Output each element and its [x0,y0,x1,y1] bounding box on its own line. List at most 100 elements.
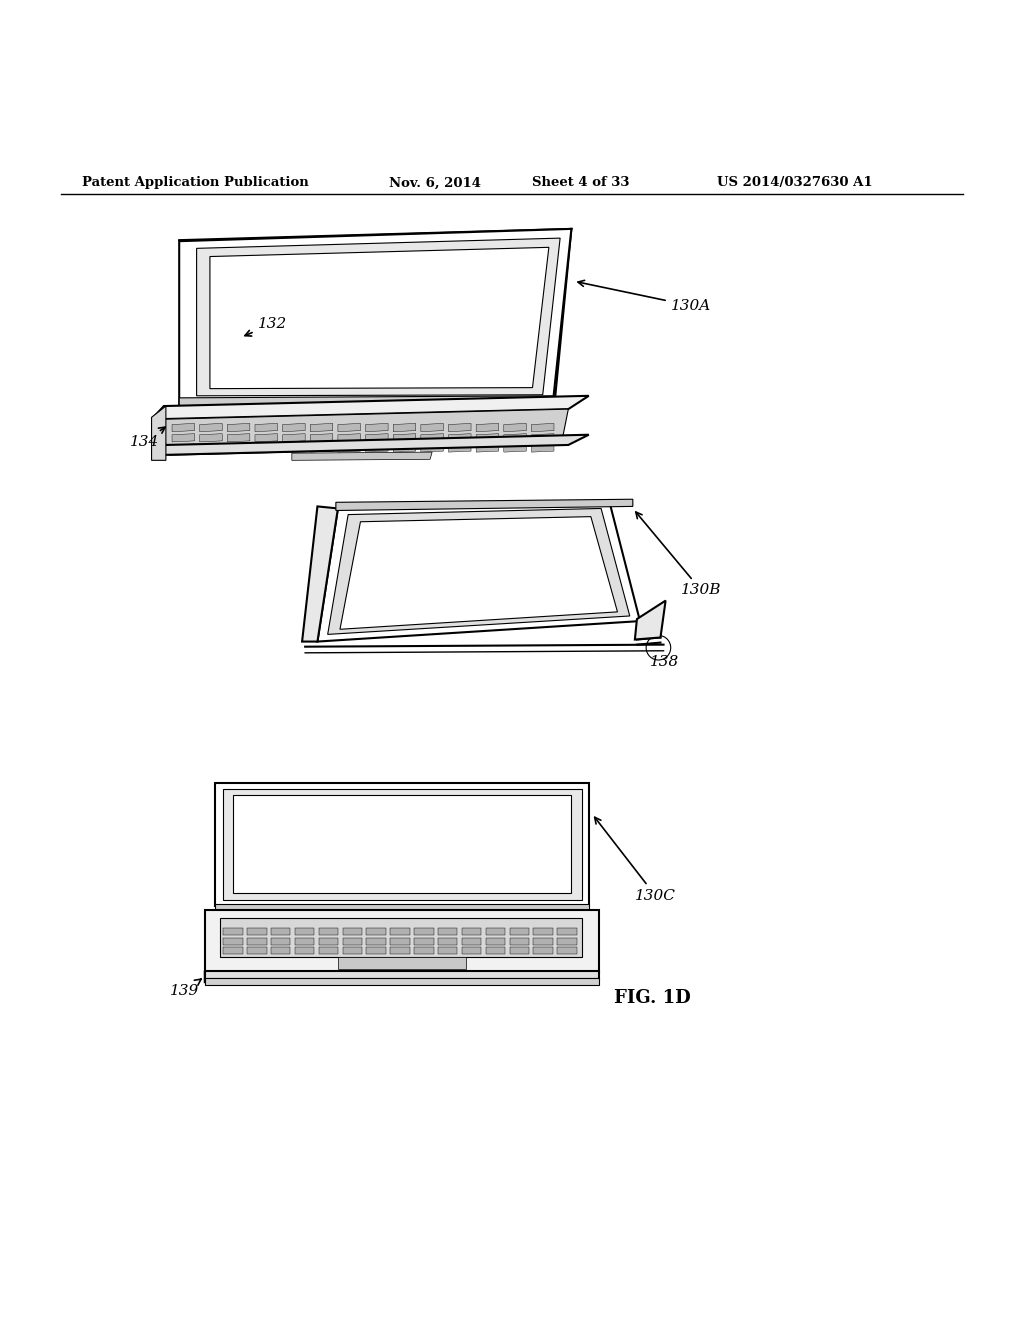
Polygon shape [318,937,338,945]
Polygon shape [557,946,577,954]
Polygon shape [414,937,433,945]
Polygon shape [366,444,388,453]
Polygon shape [295,937,314,945]
Polygon shape [271,937,291,945]
Polygon shape [215,783,589,906]
Polygon shape [255,434,278,442]
Polygon shape [205,972,599,979]
Text: 130A: 130A [578,280,711,313]
Polygon shape [367,946,386,954]
Polygon shape [393,424,416,432]
Polygon shape [476,424,499,432]
Polygon shape [247,946,266,954]
Polygon shape [172,444,195,453]
Polygon shape [328,508,630,635]
Polygon shape [414,946,433,954]
Polygon shape [510,937,529,945]
Polygon shape [200,434,222,442]
Polygon shape [393,444,416,453]
Polygon shape [223,789,582,900]
Text: US 2014/0327630 A1: US 2014/0327630 A1 [717,177,872,189]
Polygon shape [462,946,481,954]
Polygon shape [342,937,362,945]
Polygon shape [318,946,338,954]
Polygon shape [635,601,666,639]
Polygon shape [438,928,458,936]
Polygon shape [227,424,250,432]
Polygon shape [485,937,505,945]
Polygon shape [227,434,250,442]
Polygon shape [476,444,499,453]
Polygon shape [393,434,416,442]
Polygon shape [233,795,571,894]
Polygon shape [215,904,589,911]
Polygon shape [220,917,582,957]
Polygon shape [421,434,443,442]
Polygon shape [200,424,222,432]
Polygon shape [247,937,266,945]
Text: 130B: 130B [636,512,722,598]
Polygon shape [255,424,278,432]
Polygon shape [342,946,362,954]
Polygon shape [302,507,338,642]
Polygon shape [283,434,305,442]
Polygon shape [531,444,554,453]
Polygon shape [534,946,553,954]
Polygon shape [179,396,555,407]
Polygon shape [504,444,526,453]
Polygon shape [172,424,195,432]
Polygon shape [223,937,243,945]
Polygon shape [340,516,617,630]
Polygon shape [197,238,560,396]
Polygon shape [504,424,526,432]
Polygon shape [421,444,443,453]
Polygon shape [462,928,481,936]
Polygon shape [292,453,432,461]
Polygon shape [338,424,360,432]
Polygon shape [271,928,291,936]
Text: 139: 139 [170,979,202,998]
Polygon shape [200,444,222,453]
Polygon shape [366,434,388,442]
Polygon shape [485,928,505,936]
Text: Patent Application Publication: Patent Application Publication [82,177,308,189]
Polygon shape [476,434,499,442]
Polygon shape [159,409,568,455]
Polygon shape [390,928,410,936]
Polygon shape [283,424,305,432]
Polygon shape [438,937,458,945]
Polygon shape [310,434,333,442]
Polygon shape [295,928,314,936]
Polygon shape [227,444,250,453]
Polygon shape [210,247,549,388]
Text: FIG. 1D: FIG. 1D [614,989,691,1007]
Polygon shape [338,957,466,969]
Polygon shape [390,946,410,954]
Polygon shape [255,444,278,453]
Polygon shape [414,928,433,936]
Polygon shape [295,946,314,954]
Polygon shape [438,946,458,954]
Polygon shape [531,424,554,432]
Text: 134: 134 [129,428,165,449]
Text: Nov. 6, 2014: Nov. 6, 2014 [389,177,481,189]
Polygon shape [179,228,571,404]
Polygon shape [534,937,553,945]
Polygon shape [390,937,410,945]
Polygon shape [283,444,305,453]
Polygon shape [531,434,554,442]
Polygon shape [338,434,360,442]
Polygon shape [152,434,589,455]
Polygon shape [367,928,386,936]
Polygon shape [462,937,481,945]
Polygon shape [449,434,471,442]
Polygon shape [172,434,195,442]
Polygon shape [557,928,577,936]
Polygon shape [223,928,243,936]
Polygon shape [421,424,443,432]
Polygon shape [367,937,386,945]
Polygon shape [317,502,640,642]
Polygon shape [271,946,291,954]
Polygon shape [342,928,362,936]
Polygon shape [366,424,388,432]
